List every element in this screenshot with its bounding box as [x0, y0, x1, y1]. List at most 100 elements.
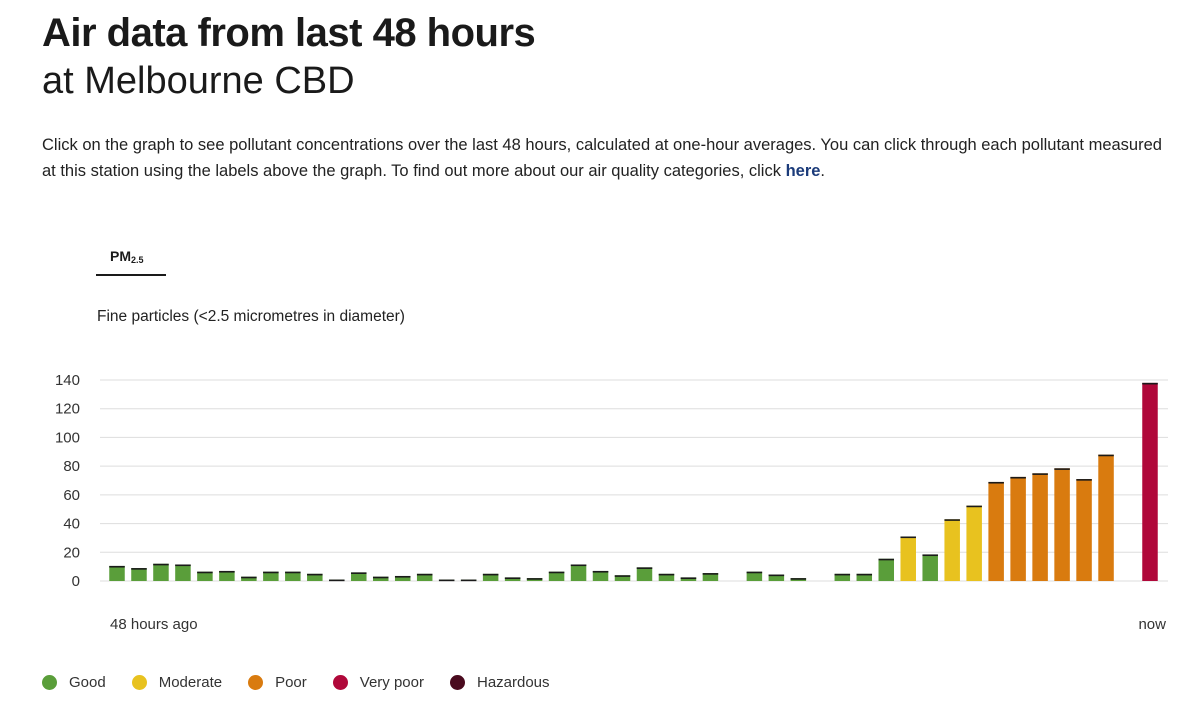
- bar[interactable]: [570, 564, 587, 581]
- bar[interactable]: [966, 505, 982, 582]
- chart-bars[interactable]: [109, 382, 1158, 582]
- y-tick-label: 100: [55, 429, 80, 446]
- bar-top-edge: [1142, 382, 1158, 385]
- bar[interactable]: [614, 575, 631, 581]
- bar[interactable]: [109, 565, 125, 581]
- bar[interactable]: [548, 571, 565, 581]
- bar-top-edge: [153, 563, 169, 566]
- bar[interactable]: [1032, 473, 1048, 581]
- bar-top-edge: [263, 571, 279, 574]
- y-tick-label: 120: [55, 401, 80, 418]
- here-link[interactable]: here: [785, 162, 821, 180]
- bar-top-edge: [614, 575, 631, 577]
- y-axis-ticks: 0 20 40 60 80 100 120 140: [55, 372, 80, 590]
- bar[interactable]: [241, 576, 257, 581]
- bar[interactable]: [878, 558, 895, 581]
- bar[interactable]: [944, 519, 960, 581]
- bar[interactable]: [988, 481, 1004, 581]
- bar[interactable]: [856, 573, 873, 581]
- legend-label: Very poor: [359, 674, 424, 691]
- bar-top-edge: [988, 481, 1004, 484]
- bar-top-edge: [175, 564, 191, 567]
- y-tick-label: 140: [55, 372, 80, 389]
- intro-suffix: .: [820, 162, 826, 180]
- bar[interactable]: [1142, 382, 1158, 581]
- bar[interactable]: [636, 567, 653, 581]
- bar[interactable]: [834, 573, 851, 581]
- bar[interactable]: [680, 577, 697, 581]
- page-subtitle: at Melbourne CBD: [42, 60, 355, 102]
- bar-top-edge: [351, 572, 367, 574]
- bar-top-edge: [746, 571, 763, 574]
- bar-top-edge: [768, 574, 785, 577]
- bar-top-edge: [900, 536, 916, 539]
- bar-top-edge: [856, 573, 873, 576]
- legend-dot-icon: [42, 675, 57, 690]
- bar[interactable]: [153, 563, 169, 581]
- legend-item: Poor: [248, 674, 307, 691]
- bar-top-edge: [394, 575, 411, 578]
- legend-label: Hazardous: [476, 674, 550, 691]
- bar[interactable]: [504, 577, 521, 581]
- bar-top-edge: [1054, 468, 1070, 470]
- bar[interactable]: [1010, 476, 1026, 581]
- chart-grid: [100, 379, 1168, 582]
- bar[interactable]: [1098, 454, 1114, 581]
- bar[interactable]: [1076, 479, 1092, 581]
- y-tick-label: 0: [72, 573, 80, 590]
- bar[interactable]: [372, 576, 389, 581]
- bar[interactable]: [592, 570, 609, 581]
- pm25-bar-chart[interactable]: 0 20 40 60 80 100 120 140 48 hours ago now: [0, 360, 1200, 645]
- bar[interactable]: [1054, 468, 1070, 581]
- bar-top-edge: [702, 573, 719, 575]
- y-tick-label: 20: [63, 544, 80, 561]
- legend-item: Hazardous: [449, 674, 550, 691]
- bar-top-edge: [570, 564, 587, 567]
- tab-pm25-subscript: 2.5: [131, 255, 144, 265]
- bar[interactable]: [482, 573, 499, 581]
- bar[interactable]: [219, 570, 235, 581]
- legend-dot-icon: [131, 675, 147, 690]
- bar[interactable]: [768, 574, 785, 581]
- bar[interactable]: [922, 554, 938, 581]
- legend-label: Moderate: [158, 674, 223, 691]
- tab-pm25-label: PM: [110, 248, 131, 264]
- bar-top-edge: [482, 573, 499, 576]
- bar[interactable]: [307, 573, 323, 581]
- bar-top-edge: [307, 573, 323, 576]
- bar[interactable]: [263, 571, 279, 581]
- bar-top-edge: [219, 570, 235, 573]
- tab-pm25[interactable]: PM2.5: [96, 240, 166, 276]
- bar[interactable]: [658, 573, 675, 581]
- bar[interactable]: [702, 573, 719, 581]
- legend-item: Moderate: [131, 674, 223, 691]
- bar-top-edge: [1076, 479, 1092, 481]
- bar-top-edge: [1032, 473, 1048, 475]
- bar[interactable]: [416, 573, 433, 581]
- intro-text: Click on the graph to see pollutant conc…: [42, 136, 1162, 180]
- y-tick-label: 40: [63, 516, 80, 533]
- legend-dot-icon: [449, 675, 465, 690]
- bar-top-edge: [329, 579, 345, 582]
- y-tick-label: 60: [63, 487, 80, 504]
- chart-legend: Good Moderate Poor Very poor Hazardous: [42, 674, 576, 691]
- bar[interactable]: [131, 568, 147, 581]
- bar-top-edge: [416, 573, 433, 576]
- bar-top-edge: [526, 578, 543, 580]
- bar-top-edge: [1010, 476, 1026, 479]
- bar[interactable]: [746, 571, 763, 581]
- bar-top-edge: [680, 577, 697, 580]
- bar-top-edge: [285, 571, 301, 574]
- bar[interactable]: [900, 536, 916, 581]
- bar-top-edge: [109, 565, 125, 568]
- bar[interactable]: [285, 571, 301, 581]
- bar[interactable]: [394, 575, 411, 581]
- bar[interactable]: [351, 572, 367, 581]
- bar-top-edge: [922, 554, 938, 557]
- bar-top-edge: [241, 576, 257, 579]
- bar[interactable]: [175, 564, 191, 581]
- bar[interactable]: [197, 571, 213, 581]
- bar-top-edge: [460, 579, 477, 582]
- legend-item: Very poor: [332, 674, 424, 691]
- x-axis-end-label: now: [1138, 616, 1166, 633]
